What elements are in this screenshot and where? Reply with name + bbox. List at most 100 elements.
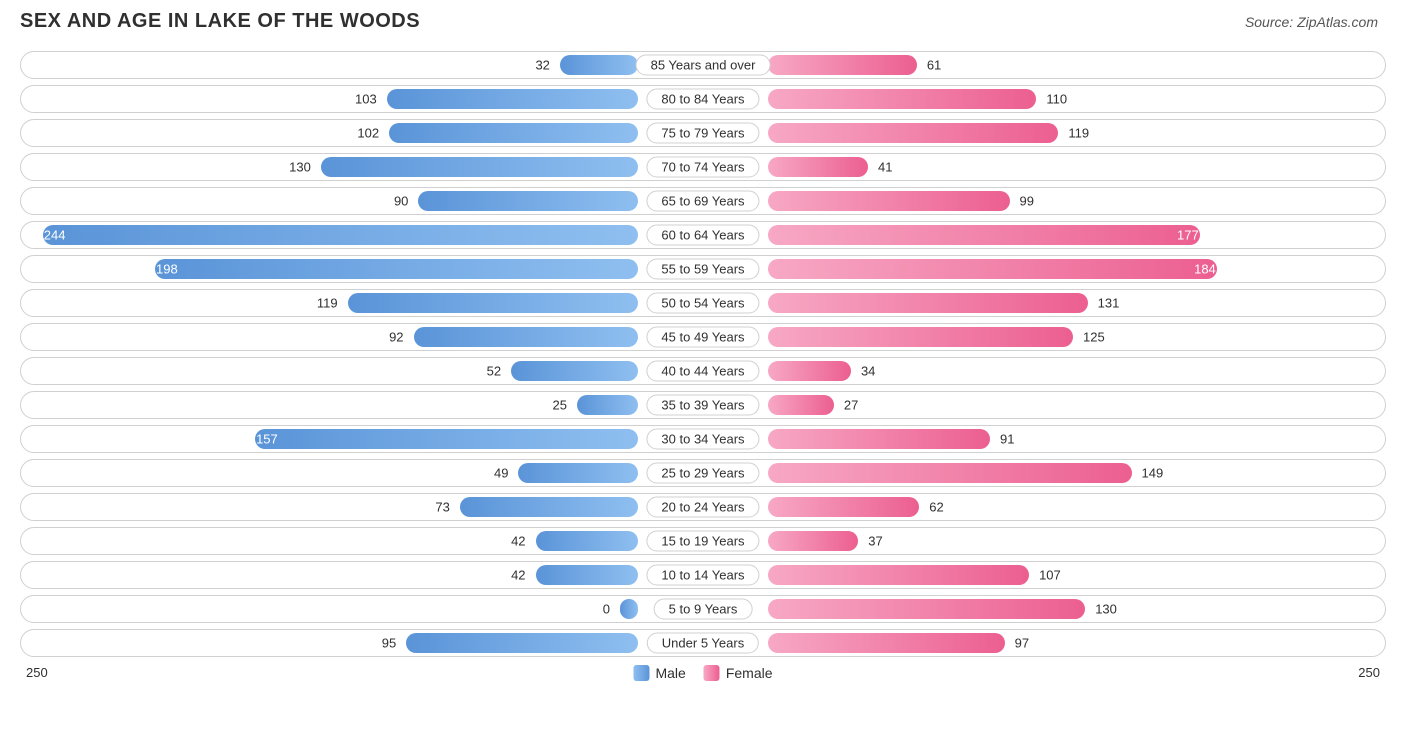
- female-bar: [768, 55, 917, 75]
- male-bar: [43, 225, 638, 245]
- age-label: 80 to 84 Years: [646, 89, 759, 110]
- legend: Male Female: [633, 665, 772, 681]
- age-label: 25 to 29 Years: [646, 463, 759, 484]
- legend-male-label: Male: [655, 665, 685, 681]
- female-value: 37: [868, 534, 882, 549]
- male-value: 244: [44, 228, 66, 243]
- male-bar: [536, 565, 638, 585]
- female-bar: [768, 293, 1088, 313]
- age-label: 40 to 44 Years: [646, 361, 759, 382]
- age-label: 55 to 59 Years: [646, 259, 759, 280]
- female-value: 125: [1083, 330, 1105, 345]
- age-label: 15 to 19 Years: [646, 531, 759, 552]
- age-row: 73 62 20 to 24 Years: [20, 493, 1386, 521]
- female-value: 131: [1098, 296, 1120, 311]
- female-bar: [768, 259, 1217, 279]
- male-value: 130: [289, 160, 311, 175]
- age-label: 35 to 39 Years: [646, 395, 759, 416]
- age-row: 198 184 55 to 59 Years: [20, 255, 1386, 283]
- female-value: 34: [861, 364, 875, 379]
- male-bar: [406, 633, 638, 653]
- age-row: 32 61 85 Years and over: [20, 51, 1386, 79]
- female-bar: [768, 633, 1005, 653]
- chart-title: SEX AND AGE IN LAKE OF THE WOODS: [20, 10, 1386, 33]
- age-row: 42 37 15 to 19 Years: [20, 527, 1386, 555]
- female-bar: [768, 191, 1010, 211]
- female-value: 27: [844, 398, 858, 413]
- male-bar: [620, 599, 638, 619]
- male-bar: [414, 327, 638, 347]
- female-bar: [768, 89, 1036, 109]
- female-bar: [768, 157, 868, 177]
- female-value: 41: [878, 160, 892, 175]
- female-bar: [768, 395, 834, 415]
- male-value: 95: [382, 636, 396, 651]
- male-value: 157: [256, 432, 278, 447]
- female-value: 107: [1039, 568, 1061, 583]
- male-value: 198: [156, 262, 178, 277]
- female-bar: [768, 327, 1073, 347]
- age-label: 30 to 34 Years: [646, 429, 759, 450]
- male-value: 92: [389, 330, 403, 345]
- female-value: 91: [1000, 432, 1014, 447]
- age-label: 45 to 49 Years: [646, 327, 759, 348]
- female-bar: [768, 497, 919, 517]
- male-value: 119: [317, 296, 338, 311]
- male-value: 42: [511, 568, 525, 583]
- chart-rows: 326185 Years and over10311080 to 84 Year…: [20, 51, 1386, 657]
- age-row: 157 91 30 to 34 Years: [20, 425, 1386, 453]
- age-label: 60 to 64 Years: [646, 225, 759, 246]
- male-value: 25: [553, 398, 567, 413]
- male-value: 73: [435, 500, 449, 515]
- male-value: 52: [487, 364, 501, 379]
- male-bar: [518, 463, 638, 483]
- age-label: 65 to 69 Years: [646, 191, 759, 212]
- female-value: 119: [1068, 126, 1089, 141]
- male-value: 32: [535, 58, 549, 73]
- age-row: 52 34 40 to 44 Years: [20, 357, 1386, 385]
- female-bar: [768, 361, 851, 381]
- male-value: 90: [394, 194, 408, 209]
- age-row: 119 131 50 to 54 Years: [20, 289, 1386, 317]
- male-bar: [577, 395, 638, 415]
- male-bar: [255, 429, 638, 449]
- age-label: 5 to 9 Years: [654, 599, 753, 620]
- age-row: 25 27 35 to 39 Years: [20, 391, 1386, 419]
- female-value: 97: [1015, 636, 1029, 651]
- age-row: 24417760 to 64 Years: [20, 221, 1386, 249]
- age-label: Under 5 Years: [647, 633, 759, 654]
- female-value: 184: [1194, 262, 1216, 277]
- male-value: 42: [511, 534, 525, 549]
- female-value: 99: [1020, 194, 1034, 209]
- female-value: 110: [1046, 92, 1067, 107]
- male-bar: [155, 259, 638, 279]
- female-bar: [768, 225, 1200, 245]
- male-bar: [348, 293, 638, 313]
- chart-container: SEX AND AGE IN LAKE OF THE WOODS Source:…: [0, 0, 1406, 741]
- age-row: 90 99 65 to 69 Years: [20, 187, 1386, 215]
- female-bar: [768, 463, 1132, 483]
- age-row: 95 97 Under 5 Years: [20, 629, 1386, 657]
- male-value: 0: [603, 602, 610, 617]
- axis-max-left: 250: [26, 665, 48, 680]
- male-value: 102: [357, 126, 379, 141]
- age-row: 102 119 75 to 79 Years: [20, 119, 1386, 147]
- age-row: 4914925 to 29 Years: [20, 459, 1386, 487]
- female-value: 61: [927, 58, 941, 73]
- age-label: 50 to 54 Years: [646, 293, 759, 314]
- age-label: 85 Years and over: [636, 55, 771, 76]
- male-bar: [389, 123, 638, 143]
- female-value: 62: [929, 500, 943, 515]
- male-bar: [511, 361, 638, 381]
- age-row: 92 125 45 to 49 Years: [20, 323, 1386, 351]
- female-bar: [768, 123, 1058, 143]
- age-label: 20 to 24 Years: [646, 497, 759, 518]
- female-bar: [768, 531, 858, 551]
- female-value: 149: [1142, 466, 1164, 481]
- chart-footer: 250 Male Female 250: [20, 665, 1386, 689]
- age-row: 01305 to 9 Years: [20, 595, 1386, 623]
- swatch-male: [633, 665, 649, 681]
- axis-max-right: 250: [1358, 665, 1380, 680]
- female-bar: [768, 429, 990, 449]
- age-label: 75 to 79 Years: [646, 123, 759, 144]
